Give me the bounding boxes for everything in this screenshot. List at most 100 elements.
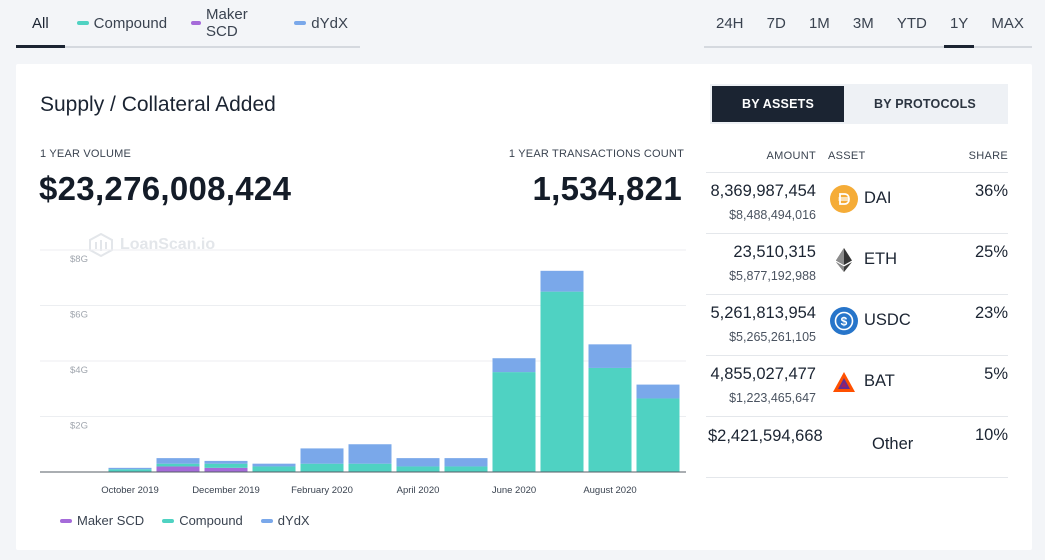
bar-segment [444,466,488,472]
chart-legend: Maker SCD Compound dYdX [60,513,310,528]
row-asset: Other [872,435,914,453]
table-row[interactable]: 23,510,315 $5,877,192,988 ETH 25% [706,234,1008,295]
bar-segment [636,384,680,399]
legend-maker-label: Maker SCD [77,513,145,528]
dydx-swatch-icon [294,21,307,25]
bar-segment [156,466,200,472]
legend-maker-scd[interactable]: Maker SCD [60,513,144,528]
volume-value: $23,276,008,424 [39,170,292,207]
bar-segment [396,466,440,472]
row-share: 10% [974,426,1008,444]
row-share: 36% [974,182,1008,200]
row-share: 23% [974,304,1008,322]
row-usd: $5,877,192,988 [729,269,816,283]
range-max[interactable]: MAX [991,14,1024,32]
row-asset: USDC [864,311,911,329]
filter-compound-label: Compound [93,14,168,32]
header-share: SHARE [968,150,1008,162]
filter-all-label: All [32,14,49,32]
bat-icon [830,368,858,396]
row-amount: 23,510,315 [733,243,816,261]
legend-dydx[interactable]: dYdX [260,513,310,528]
range-3m[interactable]: 3M [852,14,874,32]
bar-segment [492,358,536,373]
svg-text:$: $ [841,315,848,329]
legend-dydx-swatch-icon [260,518,273,523]
bar-segment [156,458,200,464]
dai-icon [830,185,858,213]
tx-label: 1 YEAR TRANSACTIONS COUNT [508,148,684,160]
legend-dydx-label: dYdX [277,513,310,528]
bar-segment [108,469,152,472]
x-tick-label: December 2019 [192,485,260,496]
bar-segment [540,291,584,472]
bar-segment [444,458,488,467]
bar-segment [348,463,392,472]
filter-maker-label: Maker SCD [206,6,248,40]
compound-swatch-icon [76,21,89,25]
bar-segment [348,444,392,464]
range-1m[interactable]: 1M [808,14,830,32]
supply-card: Supply / Collateral Added 1 YEAR VOLUME … [16,64,1032,550]
bar-segment [540,270,584,292]
bar-segment [300,463,344,472]
row-usd: $5,265,261,105 [729,330,816,344]
filter-dydx[interactable]: dYdX [282,0,360,46]
view-toggle: BY ASSETS BY PROTOCOLS [710,84,1008,124]
row-amount: 5,261,813,954 [710,304,816,322]
maker-swatch-icon [191,21,202,25]
filter-all[interactable]: All [16,0,65,48]
by-protocols-button[interactable]: BY PROTOCOLS [874,97,976,111]
volume-label: 1 YEAR VOLUME [40,148,132,160]
row-amount: $2,421,594,668 [708,427,823,445]
range-ytd[interactable]: YTD [896,14,927,32]
bar-segment [204,460,248,464]
supply-chart: $2G $4G $6G $8G October 2019 December 2019 Feb… [40,249,686,496]
y-tick-label: $6G [70,310,88,321]
row-amount: 8,369,987,454 [710,182,816,200]
by-assets-button[interactable]: BY ASSETS [712,86,844,122]
bar-segment [396,458,440,467]
table-row[interactable]: 4,855,027,477 $1,223,465,647 BAT 5% [706,356,1008,417]
bar-segment [204,467,248,472]
bar-segment [204,463,248,468]
filter-dydx-label: dYdX [311,14,348,32]
table-row[interactable]: 5,261,813,954 $5,265,261,105 $ USDC 23% [706,295,1008,356]
watermark: LoanScan.io [88,232,215,258]
legend-compound[interactable]: Compound [162,513,243,528]
legend-compound-swatch-icon [162,518,175,523]
row-share: 25% [974,243,1008,261]
y-tick-label: $2G [70,421,88,432]
header-asset: ASSET [828,150,866,162]
table-row[interactable]: 8,369,987,454 $8,488,494,016 DAI 36% [706,173,1008,234]
bar-segment [588,367,632,472]
range-1y[interactable]: 1Y [943,0,975,48]
tx-value: 1,534,821 [532,170,682,207]
page-title: Supply / Collateral Added [40,93,276,116]
loanscan-logo-icon [89,232,113,258]
eth-icon [830,246,858,274]
range-7d[interactable]: 7D [766,14,786,32]
range-filter: 24H 7D 1M 3M YTD 1Y MAX [704,0,1032,48]
row-asset: BAT [864,372,895,390]
row-usd: $8,488,494,016 [729,208,816,222]
y-tick-label: $8G [70,254,88,265]
filter-maker-scd[interactable]: Maker SCD [179,0,282,46]
bar-segment [588,344,632,368]
bar-segment [108,467,152,470]
row-amount: 4,855,027,477 [710,365,816,383]
watermark-text: LoanScan.io [120,236,216,253]
row-asset: ETH [864,250,897,268]
table-row-other[interactable]: $2,421,594,668 Other 10% [706,417,1008,478]
bar-segment [492,372,536,472]
header-amount: AMOUNT [766,150,816,162]
legend-compound-label: Compound [179,513,243,528]
bar-segment [300,448,344,464]
filter-compound[interactable]: Compound [65,0,179,46]
x-tick-label: February 2020 [291,485,353,496]
row-share: 5% [984,365,1008,383]
row-usd: $1,223,465,647 [729,391,816,405]
x-tick-label: June 2020 [492,485,536,496]
bar-segment [252,463,296,467]
range-24h[interactable]: 24H [716,14,744,32]
